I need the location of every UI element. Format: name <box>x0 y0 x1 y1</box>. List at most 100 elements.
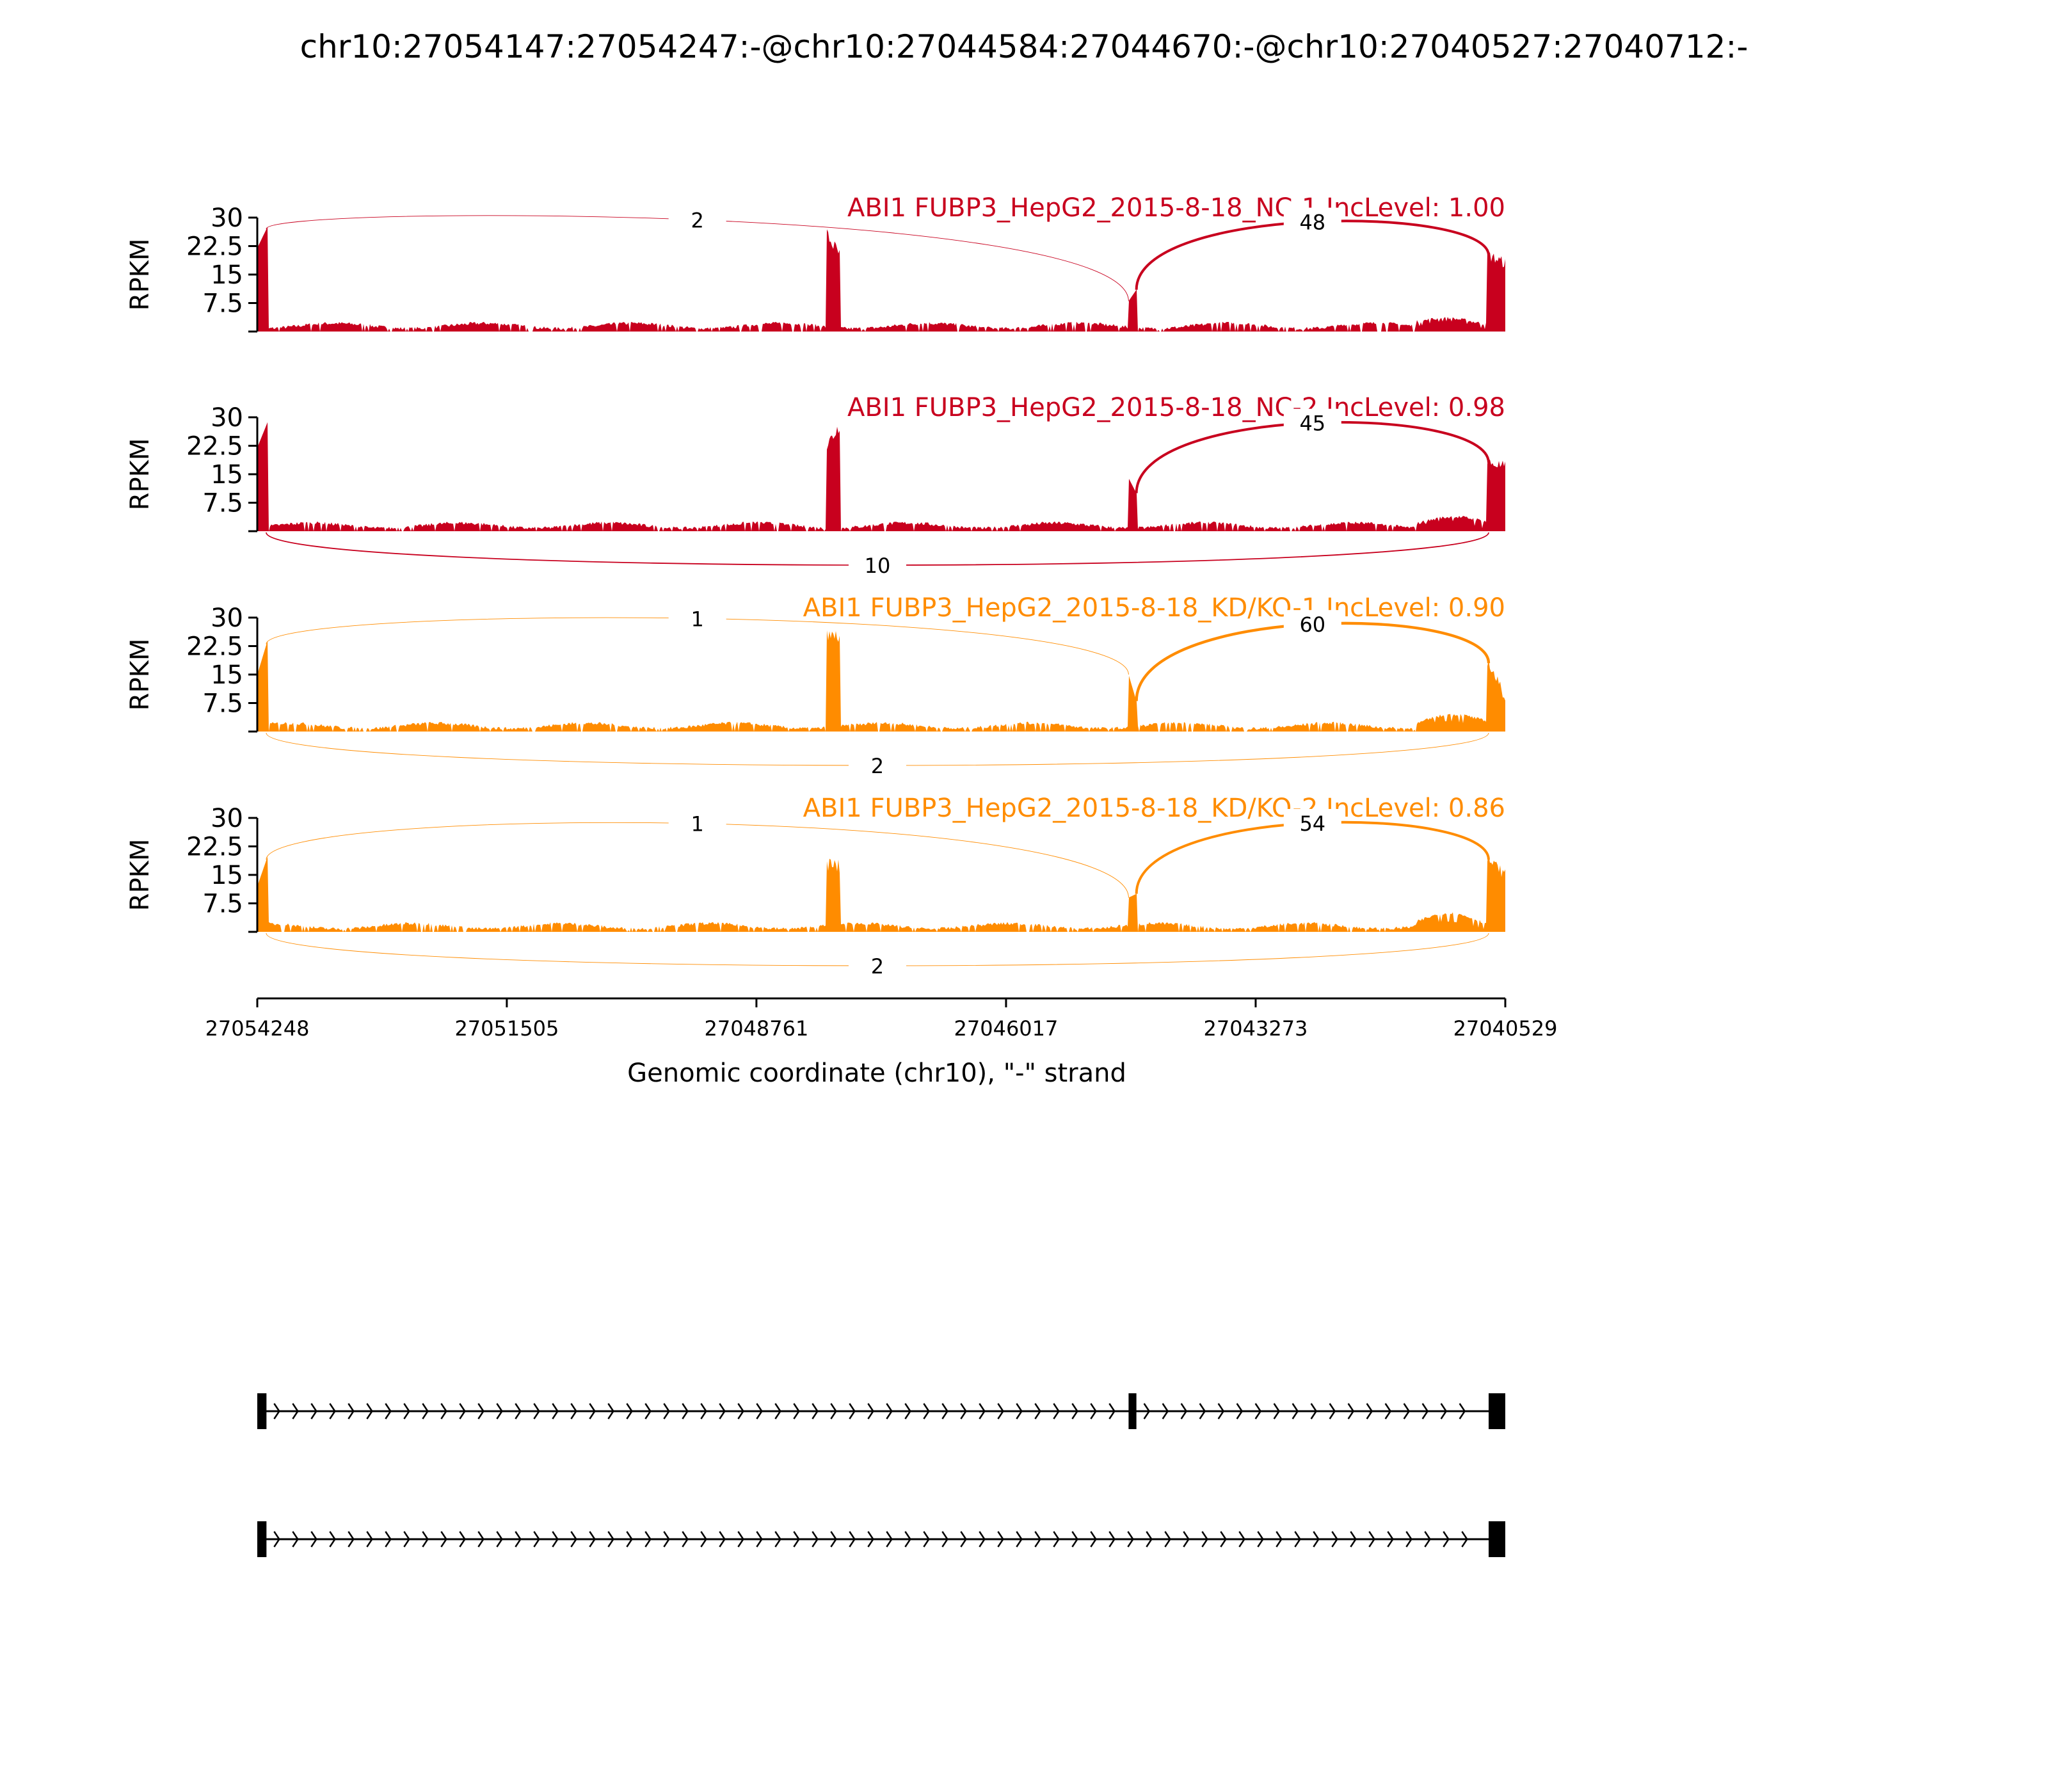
strand-arrow <box>496 1531 503 1548</box>
strand-arrow <box>1294 1531 1301 1548</box>
strand-arrow <box>477 1531 484 1548</box>
strand-arrow <box>1034 1531 1041 1548</box>
coverage-area <box>257 854 1505 932</box>
strand-arrow <box>923 1403 930 1420</box>
strand-arrow <box>1329 1403 1336 1420</box>
junction-label-bg <box>668 205 726 232</box>
strand-arrow <box>719 1403 726 1420</box>
strand-arrow <box>1310 1403 1318 1420</box>
strand-arrow <box>292 1531 299 1548</box>
strand-arrow <box>626 1403 633 1420</box>
strand-arrow <box>1220 1531 1227 1548</box>
strand-arrow <box>1421 1403 1429 1420</box>
junction-label: 1 <box>691 607 703 631</box>
junction-label: 2 <box>691 209 703 233</box>
strand-arrow <box>607 1531 614 1548</box>
isoform-models <box>257 1393 1505 1557</box>
strand-arrow <box>1016 1531 1023 1548</box>
strand-arrow <box>700 1403 707 1420</box>
strand-arrow <box>422 1403 429 1420</box>
exon-block <box>257 1521 267 1557</box>
strand-arrow <box>1440 1403 1448 1420</box>
junction-label: 2 <box>871 754 884 778</box>
strand-arrow <box>366 1531 373 1548</box>
strand-arrow <box>849 1403 856 1420</box>
strand-arrow <box>737 1531 744 1548</box>
strand-arrow <box>867 1403 874 1420</box>
strand-arrow <box>348 1531 355 1548</box>
junction-label-bg <box>668 604 726 630</box>
isoform-1 <box>257 1393 1505 1429</box>
y-tick-label: 22.5 <box>186 833 243 862</box>
y-axis-label: RPKM <box>125 839 155 911</box>
track-label: ABI1 FUBP3_HepG2_2015-8-18_NC-1 IncLevel… <box>847 193 1505 223</box>
strand-arrow <box>626 1531 633 1548</box>
strand-arrow <box>440 1403 447 1420</box>
strand-arrow <box>422 1531 429 1548</box>
junction-label: 60 <box>1299 612 1325 637</box>
junction-label: 48 <box>1299 211 1325 235</box>
y-tick-label: 15 <box>211 660 243 690</box>
strand-arrow <box>515 1531 522 1548</box>
strand-arrow <box>1164 1531 1171 1548</box>
x-axis: 27054248 27051505 27048761 27046017 27043273… <box>205 997 1558 1041</box>
x-tick-label: 27040529 <box>1453 1016 1558 1041</box>
strand-arrow <box>1366 1403 1373 1420</box>
y-tick-label: 22.5 <box>186 432 243 461</box>
strand-arrow <box>886 1531 893 1548</box>
strand-arrow <box>1257 1531 1264 1548</box>
exon-block <box>1488 1393 1505 1429</box>
strand-arrow <box>1201 1531 1208 1548</box>
strand-arrow <box>366 1403 373 1420</box>
strand-arrow <box>793 1403 800 1420</box>
y-axis-label: RPKM <box>125 639 155 711</box>
strand-arrow <box>1236 1403 1244 1420</box>
strand-arrow <box>329 1531 336 1548</box>
strand-arrow <box>496 1403 503 1420</box>
strand-arrow <box>1350 1531 1357 1548</box>
strand-arrow <box>1347 1403 1355 1420</box>
strand-arrow <box>960 1403 967 1420</box>
track-label: ABI1 FUBP3_HepG2_2015-8-18_KD/KO-2 IncLe… <box>803 794 1505 823</box>
junction-label: 45 <box>1299 412 1325 436</box>
strand-arrow <box>477 1403 484 1420</box>
strand-arrow <box>682 1531 689 1548</box>
strand-arrow <box>719 1531 726 1548</box>
strand-arrow <box>1405 1531 1412 1548</box>
strand-arrow <box>923 1531 930 1548</box>
strand-arrow <box>1254 1403 1262 1420</box>
strand-arrow <box>774 1403 781 1420</box>
strand-arrow <box>589 1403 596 1420</box>
y-tick-label: 15 <box>211 460 243 490</box>
x-axis-label: Genomic coordinate (chr10), "-" strand <box>627 1059 1126 1088</box>
strand-arrow <box>1180 1403 1188 1420</box>
strand-arrow <box>1053 1531 1060 1548</box>
strand-arrow <box>1384 1403 1392 1420</box>
strand-arrow <box>348 1403 355 1420</box>
strand-arrow <box>849 1531 856 1548</box>
strand-arrow <box>1108 1531 1116 1548</box>
junction-label-bg <box>1283 808 1341 835</box>
strand-arrow <box>1053 1403 1060 1420</box>
strand-arrow <box>440 1531 447 1548</box>
strand-arrow <box>1108 1403 1116 1420</box>
strand-arrow <box>867 1531 874 1548</box>
y-tick-label: 7.5 <box>202 489 243 518</box>
junction-label-bg <box>1283 207 1341 234</box>
strand-arrow <box>1331 1531 1338 1548</box>
strand-arrow <box>904 1531 911 1548</box>
strand-arrow <box>700 1531 707 1548</box>
strand-arrow <box>941 1403 948 1420</box>
strand-arrow <box>812 1403 819 1420</box>
strand-arrow <box>1273 1403 1281 1420</box>
strand-arrow <box>737 1403 744 1420</box>
strand-arrow <box>1016 1403 1023 1420</box>
strand-arrow <box>756 1531 763 1548</box>
strand-arrow <box>515 1403 522 1420</box>
strand-arrow <box>459 1531 466 1548</box>
